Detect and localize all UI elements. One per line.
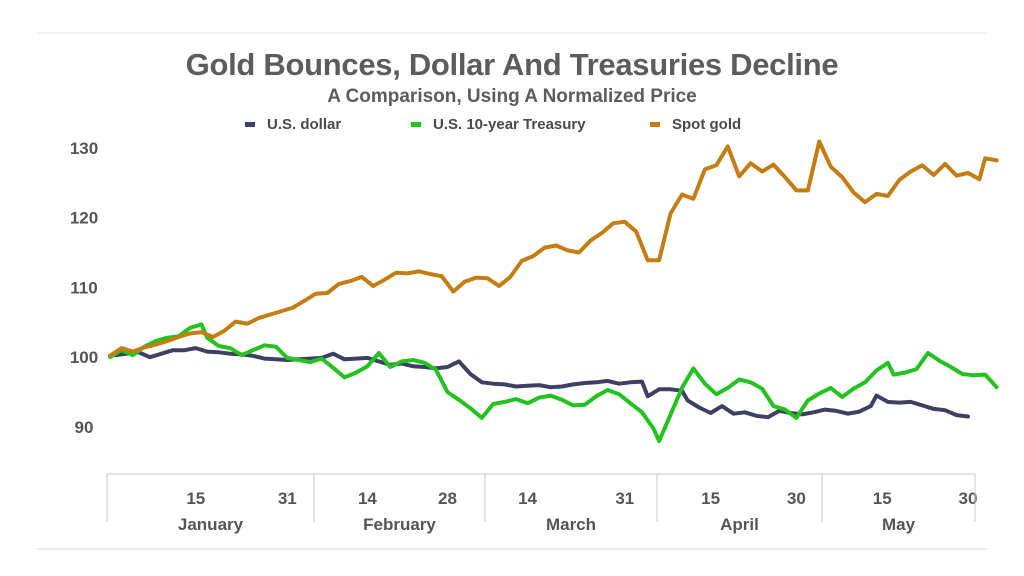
y-tick-label: 90 [75, 418, 94, 437]
legend-swatch-gold [650, 122, 660, 127]
x-tick-label: 30 [787, 489, 806, 508]
chart-title: Gold Bounces, Dollar And Treasuries Decl… [185, 47, 839, 82]
legend-label-dollar: U.S. dollar [267, 116, 342, 133]
legend-label-gold: Spot gold [672, 116, 742, 133]
legend-item-treasury: U.S. 10-year Treasury [411, 116, 586, 133]
y-tick-label: 120 [70, 209, 98, 228]
x-axis: 15 31 14 28 14 31 15 30 15 30 January February March… [106, 474, 978, 534]
y-tick-label: 100 [70, 348, 98, 367]
month-label: May [882, 515, 916, 534]
month-label: February [363, 515, 436, 534]
y-tick-label: 130 [70, 139, 98, 158]
x-tick-label: 14 [358, 489, 377, 508]
month-label: January [178, 515, 244, 534]
chart-subtitle: A Comparison, Using A Normalized Price [327, 86, 697, 107]
x-tick-label: 15 [186, 489, 205, 508]
legend-swatch-dollar [245, 122, 255, 127]
month-label: April [720, 515, 759, 534]
x-tick-label: 31 [615, 489, 634, 508]
x-tick-label: 15 [701, 489, 720, 508]
x-tick-label: 14 [518, 489, 537, 508]
month-label: March [546, 515, 596, 534]
legend-swatch-treasury [411, 122, 421, 127]
legend: U.S. dollar U.S. 10-year Treasury Spot g… [0, 116, 1024, 134]
series-layer [108, 139, 999, 443]
x-tick-label: 28 [438, 489, 457, 508]
legend-label-treasury: U.S. 10-year Treasury [433, 116, 586, 133]
y-tick-label: 110 [70, 278, 97, 297]
legend-item-dollar: U.S. dollar [245, 116, 341, 133]
series-line-dollar [113, 346, 970, 420]
x-tick-label: 30 [959, 489, 978, 508]
x-tick-label: 15 [873, 489, 892, 508]
legend-item-gold: Spot gold [650, 116, 741, 133]
y-axis: 90 100 110 120 130 [70, 139, 98, 437]
x-tick-label: 31 [278, 489, 297, 508]
series-line-gold [108, 139, 999, 358]
series-line-treasury [108, 322, 999, 443]
